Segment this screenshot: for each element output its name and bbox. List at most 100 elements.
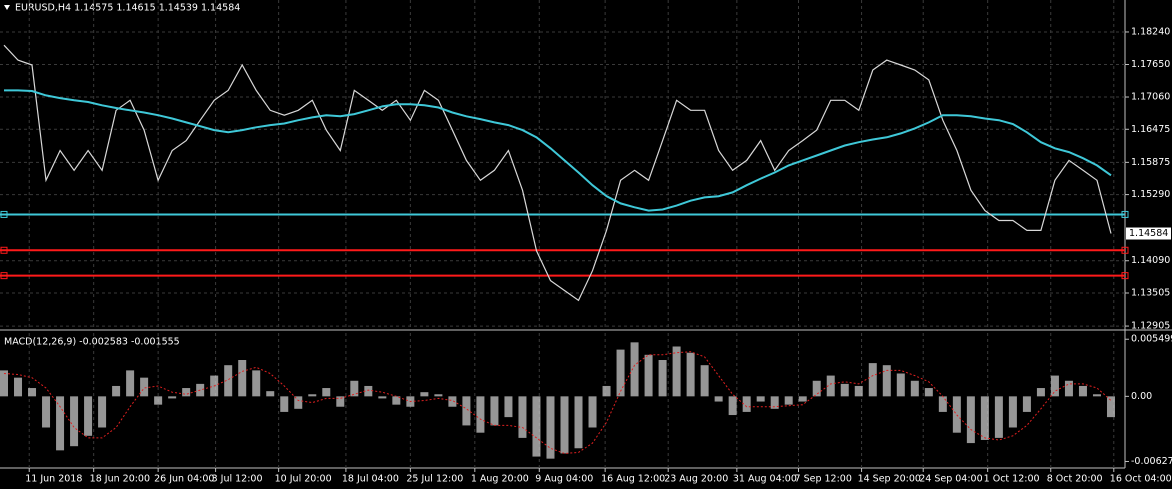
x-tick-label: 11 Jun 2018 bbox=[25, 474, 82, 485]
y-tick-label: 1.18240 bbox=[1131, 26, 1170, 37]
macd-bar bbox=[560, 396, 569, 454]
macd-bar bbox=[252, 370, 261, 397]
macd-bar bbox=[504, 396, 513, 418]
macd-bar bbox=[994, 396, 1003, 438]
y-tick-label: 1.12905 bbox=[1131, 321, 1170, 332]
macd-bar bbox=[84, 396, 93, 436]
line-handle bbox=[0, 246, 8, 254]
macd-bar bbox=[112, 385, 121, 397]
macd-bar bbox=[0, 370, 8, 397]
macd-bar bbox=[546, 396, 555, 459]
signal-line bbox=[3, 351, 1112, 455]
x-tick-label: 23 Aug 20:00 bbox=[664, 474, 728, 485]
y-tick-label: 1.15875 bbox=[1131, 157, 1170, 168]
macd-bar bbox=[280, 396, 289, 412]
x-tick-label: 1 Oct 12:00 bbox=[984, 474, 1040, 485]
macd-bar bbox=[350, 380, 359, 397]
macd-bar bbox=[462, 396, 471, 426]
x-tick-label: 16 Aug 12:00 bbox=[601, 474, 665, 485]
x-tick-label: 1 Aug 20:00 bbox=[471, 474, 529, 485]
x-tick-label: 18 Jun 20:00 bbox=[90, 474, 150, 485]
macd-bar bbox=[392, 396, 401, 405]
y-tick-label: 0.005499 bbox=[1131, 334, 1172, 345]
macd-bar bbox=[532, 396, 541, 457]
macd-bar bbox=[518, 396, 527, 438]
macd-bar bbox=[644, 354, 653, 397]
macd-bar bbox=[448, 396, 457, 407]
macd-bar bbox=[868, 363, 877, 397]
x-tick-label: 31 Aug 04:00 bbox=[733, 474, 797, 485]
macd-bar bbox=[826, 375, 835, 397]
macd-bar bbox=[14, 377, 23, 397]
macd-bar bbox=[336, 396, 345, 407]
line-handle bbox=[1121, 210, 1129, 218]
y-tick-label: 1.16475 bbox=[1131, 124, 1170, 135]
macd-bar bbox=[56, 396, 65, 451]
macd-bar bbox=[1008, 396, 1017, 428]
macd-bar bbox=[182, 388, 191, 397]
macd-bar bbox=[770, 396, 779, 409]
macd-bar bbox=[294, 396, 303, 409]
line-handle bbox=[1121, 246, 1129, 254]
macd-bar bbox=[742, 396, 751, 412]
macd-bar bbox=[980, 396, 989, 440]
macd-bar bbox=[1022, 396, 1031, 412]
y-tick-label: -0.006272 bbox=[1131, 456, 1172, 467]
x-tick-label: 7 Sep 12:00 bbox=[795, 474, 852, 485]
macd-bar bbox=[308, 394, 317, 397]
macd-bar bbox=[924, 388, 933, 397]
x-tick-label: 25 Jul 12:00 bbox=[406, 474, 463, 485]
macd-bar bbox=[616, 349, 625, 397]
macd-bar bbox=[1078, 385, 1087, 397]
macd-bar bbox=[378, 396, 387, 399]
macd-bar bbox=[1036, 388, 1045, 397]
x-tick-label: 3 Jul 12:00 bbox=[212, 474, 263, 485]
macd-bar bbox=[756, 396, 765, 402]
macd-bar bbox=[910, 380, 919, 397]
macd-bar bbox=[322, 388, 331, 397]
price-label-box bbox=[1126, 227, 1171, 240]
x-tick-label: 9 Aug 04:00 bbox=[535, 474, 593, 485]
macd-bar bbox=[588, 396, 597, 428]
line-handle bbox=[1121, 272, 1129, 280]
x-tick-label: 26 Jun 04:00 bbox=[154, 474, 214, 485]
macd-bar bbox=[420, 392, 429, 397]
macd-bar bbox=[70, 396, 79, 447]
macd-bar bbox=[658, 360, 667, 397]
x-tick-label: 8 Oct 20:00 bbox=[1047, 474, 1103, 485]
macd-bar bbox=[784, 396, 793, 405]
macd-bar bbox=[812, 380, 821, 397]
moving-average bbox=[4, 89, 1112, 212]
macd-bar bbox=[882, 365, 891, 397]
macd-bar bbox=[28, 388, 37, 397]
price-line bbox=[3, 44, 1112, 302]
macd-title: MACD(12,26,9) -0.002583 -0.001555 bbox=[4, 337, 180, 348]
macd-bar bbox=[630, 342, 639, 397]
macd-bar bbox=[224, 365, 233, 397]
x-tick-label: 16 Oct 04:00 bbox=[1110, 474, 1172, 485]
macd-bar bbox=[98, 396, 107, 428]
macd-bar bbox=[490, 396, 499, 426]
macd-bar bbox=[672, 346, 681, 397]
macd-bar bbox=[798, 396, 807, 402]
macd-bar bbox=[238, 360, 247, 397]
line-handle bbox=[0, 272, 8, 280]
macd-bar bbox=[728, 396, 737, 416]
macd-bar bbox=[1106, 396, 1115, 418]
macd-bar bbox=[714, 396, 723, 402]
chart-title: EURUSD,H4 1.14575 1.14615 1.14539 1.1458… bbox=[15, 3, 240, 14]
x-tick-label: 14 Sep 20:00 bbox=[858, 474, 921, 485]
macd-bar bbox=[700, 365, 709, 397]
menu-icon[interactable] bbox=[4, 5, 10, 10]
macd-bar bbox=[126, 370, 135, 397]
macd-bar bbox=[1092, 394, 1101, 397]
x-tick-label: 18 Jul 04:00 bbox=[342, 474, 399, 485]
line-handle bbox=[0, 210, 8, 218]
macd-bar bbox=[140, 377, 149, 397]
macd-bar bbox=[966, 396, 975, 444]
y-tick-label: 0.00 bbox=[1131, 391, 1152, 402]
macd-bar bbox=[476, 396, 485, 433]
macd-bar bbox=[168, 396, 177, 399]
